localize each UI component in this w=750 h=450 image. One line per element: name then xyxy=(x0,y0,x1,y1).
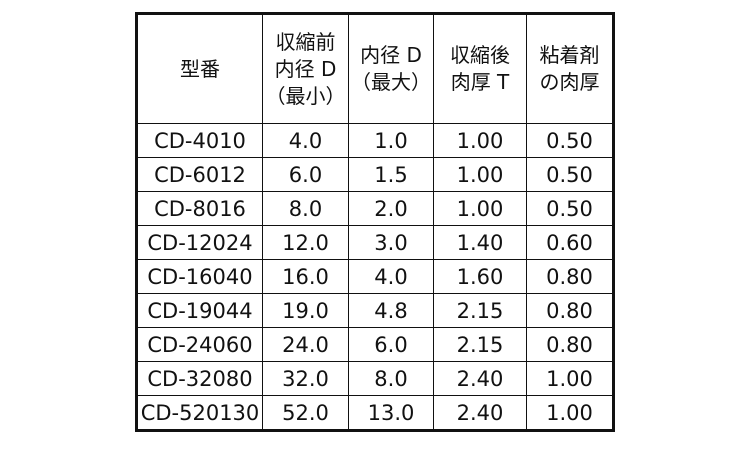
table-body: CD-4010 4.0 1.0 1.00 0.50 CD-6012 6.0 1.5 1.00 0.… xyxy=(136,123,614,431)
header-line: 内径 D xyxy=(274,56,337,81)
value-cell: 2.15 xyxy=(433,327,527,362)
value-cell: 13.0 xyxy=(348,395,434,431)
table-row: CD-4010 4.0 1.0 1.00 0.50 xyxy=(136,123,614,158)
header-cell: 型番 xyxy=(136,13,263,124)
value-cell: 4.0 xyxy=(262,123,349,158)
value-cell: 0.50 xyxy=(526,157,614,192)
value-cell: 24.0 xyxy=(262,327,349,362)
value-cell: 0.80 xyxy=(526,259,614,294)
value-cell: 1.00 xyxy=(433,191,527,226)
value-cell: 6.0 xyxy=(348,327,434,362)
value-cell: 3.0 xyxy=(348,225,434,260)
model-cell: CD-19044 xyxy=(136,293,263,328)
value-cell: 2.15 xyxy=(433,293,527,328)
value-cell: 0.50 xyxy=(526,191,614,226)
model-cell: CD-4010 xyxy=(136,123,263,158)
value-cell: 1.5 xyxy=(348,157,434,192)
value-cell: 2.0 xyxy=(348,191,434,226)
header-line: （最小） xyxy=(265,83,346,108)
table-row: CD-16040 16.0 4.0 1.60 0.80 xyxy=(136,259,614,294)
table-row: CD-12024 12.0 3.0 1.40 0.60 xyxy=(136,225,614,260)
header-line: 収縮後 xyxy=(450,43,510,67)
value-cell: 52.0 xyxy=(262,395,349,431)
header-line: の肉厚 xyxy=(539,70,600,94)
header-line: 内径 D xyxy=(360,43,422,67)
value-cell: 19.0 xyxy=(262,293,349,328)
value-cell: 0.80 xyxy=(526,293,614,328)
header-line: 型番 xyxy=(180,56,220,81)
header-line: （最大） xyxy=(351,70,431,94)
table-row: CD-520130 52.0 13.0 2.40 1.00 xyxy=(136,395,614,431)
value-cell: 1.00 xyxy=(526,361,614,396)
model-cell: CD-520130 xyxy=(136,395,263,431)
header-cell: 内径 D （最大） xyxy=(348,13,434,124)
table-row: CD-32080 32.0 8.0 2.40 1.00 xyxy=(136,361,614,396)
model-cell: CD-6012 xyxy=(136,157,263,192)
value-cell: 1.0 xyxy=(348,123,434,158)
table-row: CD-24060 24.0 6.0 2.15 0.80 xyxy=(136,327,614,362)
model-cell: CD-12024 xyxy=(136,225,263,260)
model-cell: CD-16040 xyxy=(136,259,263,294)
value-cell: 8.0 xyxy=(262,191,349,226)
value-cell: 0.50 xyxy=(526,123,614,158)
value-cell: 4.0 xyxy=(348,259,434,294)
value-cell: 1.00 xyxy=(433,157,527,192)
header-cell: 粘着剤 の肉厚 xyxy=(526,13,614,124)
header-line: 肉厚 T xyxy=(450,70,510,94)
value-cell: 12.0 xyxy=(262,225,349,260)
header-cell: 収縮後肉厚 T xyxy=(433,13,527,124)
value-cell: 16.0 xyxy=(262,259,349,294)
header-row: 型番 収縮前 内径 D （最小） 内径 D （最大） 収縮後 肉厚 T 粘着剤 の肉厚 xyxy=(136,13,614,124)
header-cell: 収縮前 内径 D （最小） xyxy=(262,13,349,124)
spec-table: 型番 収縮前 内径 D （最小） 内径 D （最大） 収縮後 肉厚 T 粘着剤 の肉厚 CD-40… xyxy=(135,12,615,432)
value-cell: 4.8 xyxy=(348,293,434,328)
table-row: CD-19044 19.0 4.8 2.15 0.80 xyxy=(136,293,614,328)
header-line: 粘着剤 xyxy=(539,43,600,67)
value-cell: 2.40 xyxy=(433,395,527,431)
value-cell: 6.0 xyxy=(262,157,349,192)
table-row: CD-6012 6.0 1.5 1.00 0.50 xyxy=(136,157,614,192)
value-cell: 1.00 xyxy=(433,123,527,158)
value-cell: 8.0 xyxy=(348,361,434,396)
model-cell: CD-24060 xyxy=(136,327,263,362)
value-cell: 0.60 xyxy=(526,225,614,260)
value-cell: 2.40 xyxy=(433,361,527,396)
value-cell: 0.80 xyxy=(526,327,614,362)
value-cell: 1.60 xyxy=(433,259,527,294)
table-row: CD-8016 8.0 2.0 1.00 0.50 xyxy=(136,191,614,226)
header-line: 収縮前 xyxy=(275,29,336,54)
model-cell: CD-8016 xyxy=(136,191,263,226)
value-cell: 32.0 xyxy=(262,361,349,396)
value-cell: 1.00 xyxy=(526,395,614,431)
model-cell: CD-32080 xyxy=(136,361,263,396)
value-cell: 1.40 xyxy=(433,225,527,260)
